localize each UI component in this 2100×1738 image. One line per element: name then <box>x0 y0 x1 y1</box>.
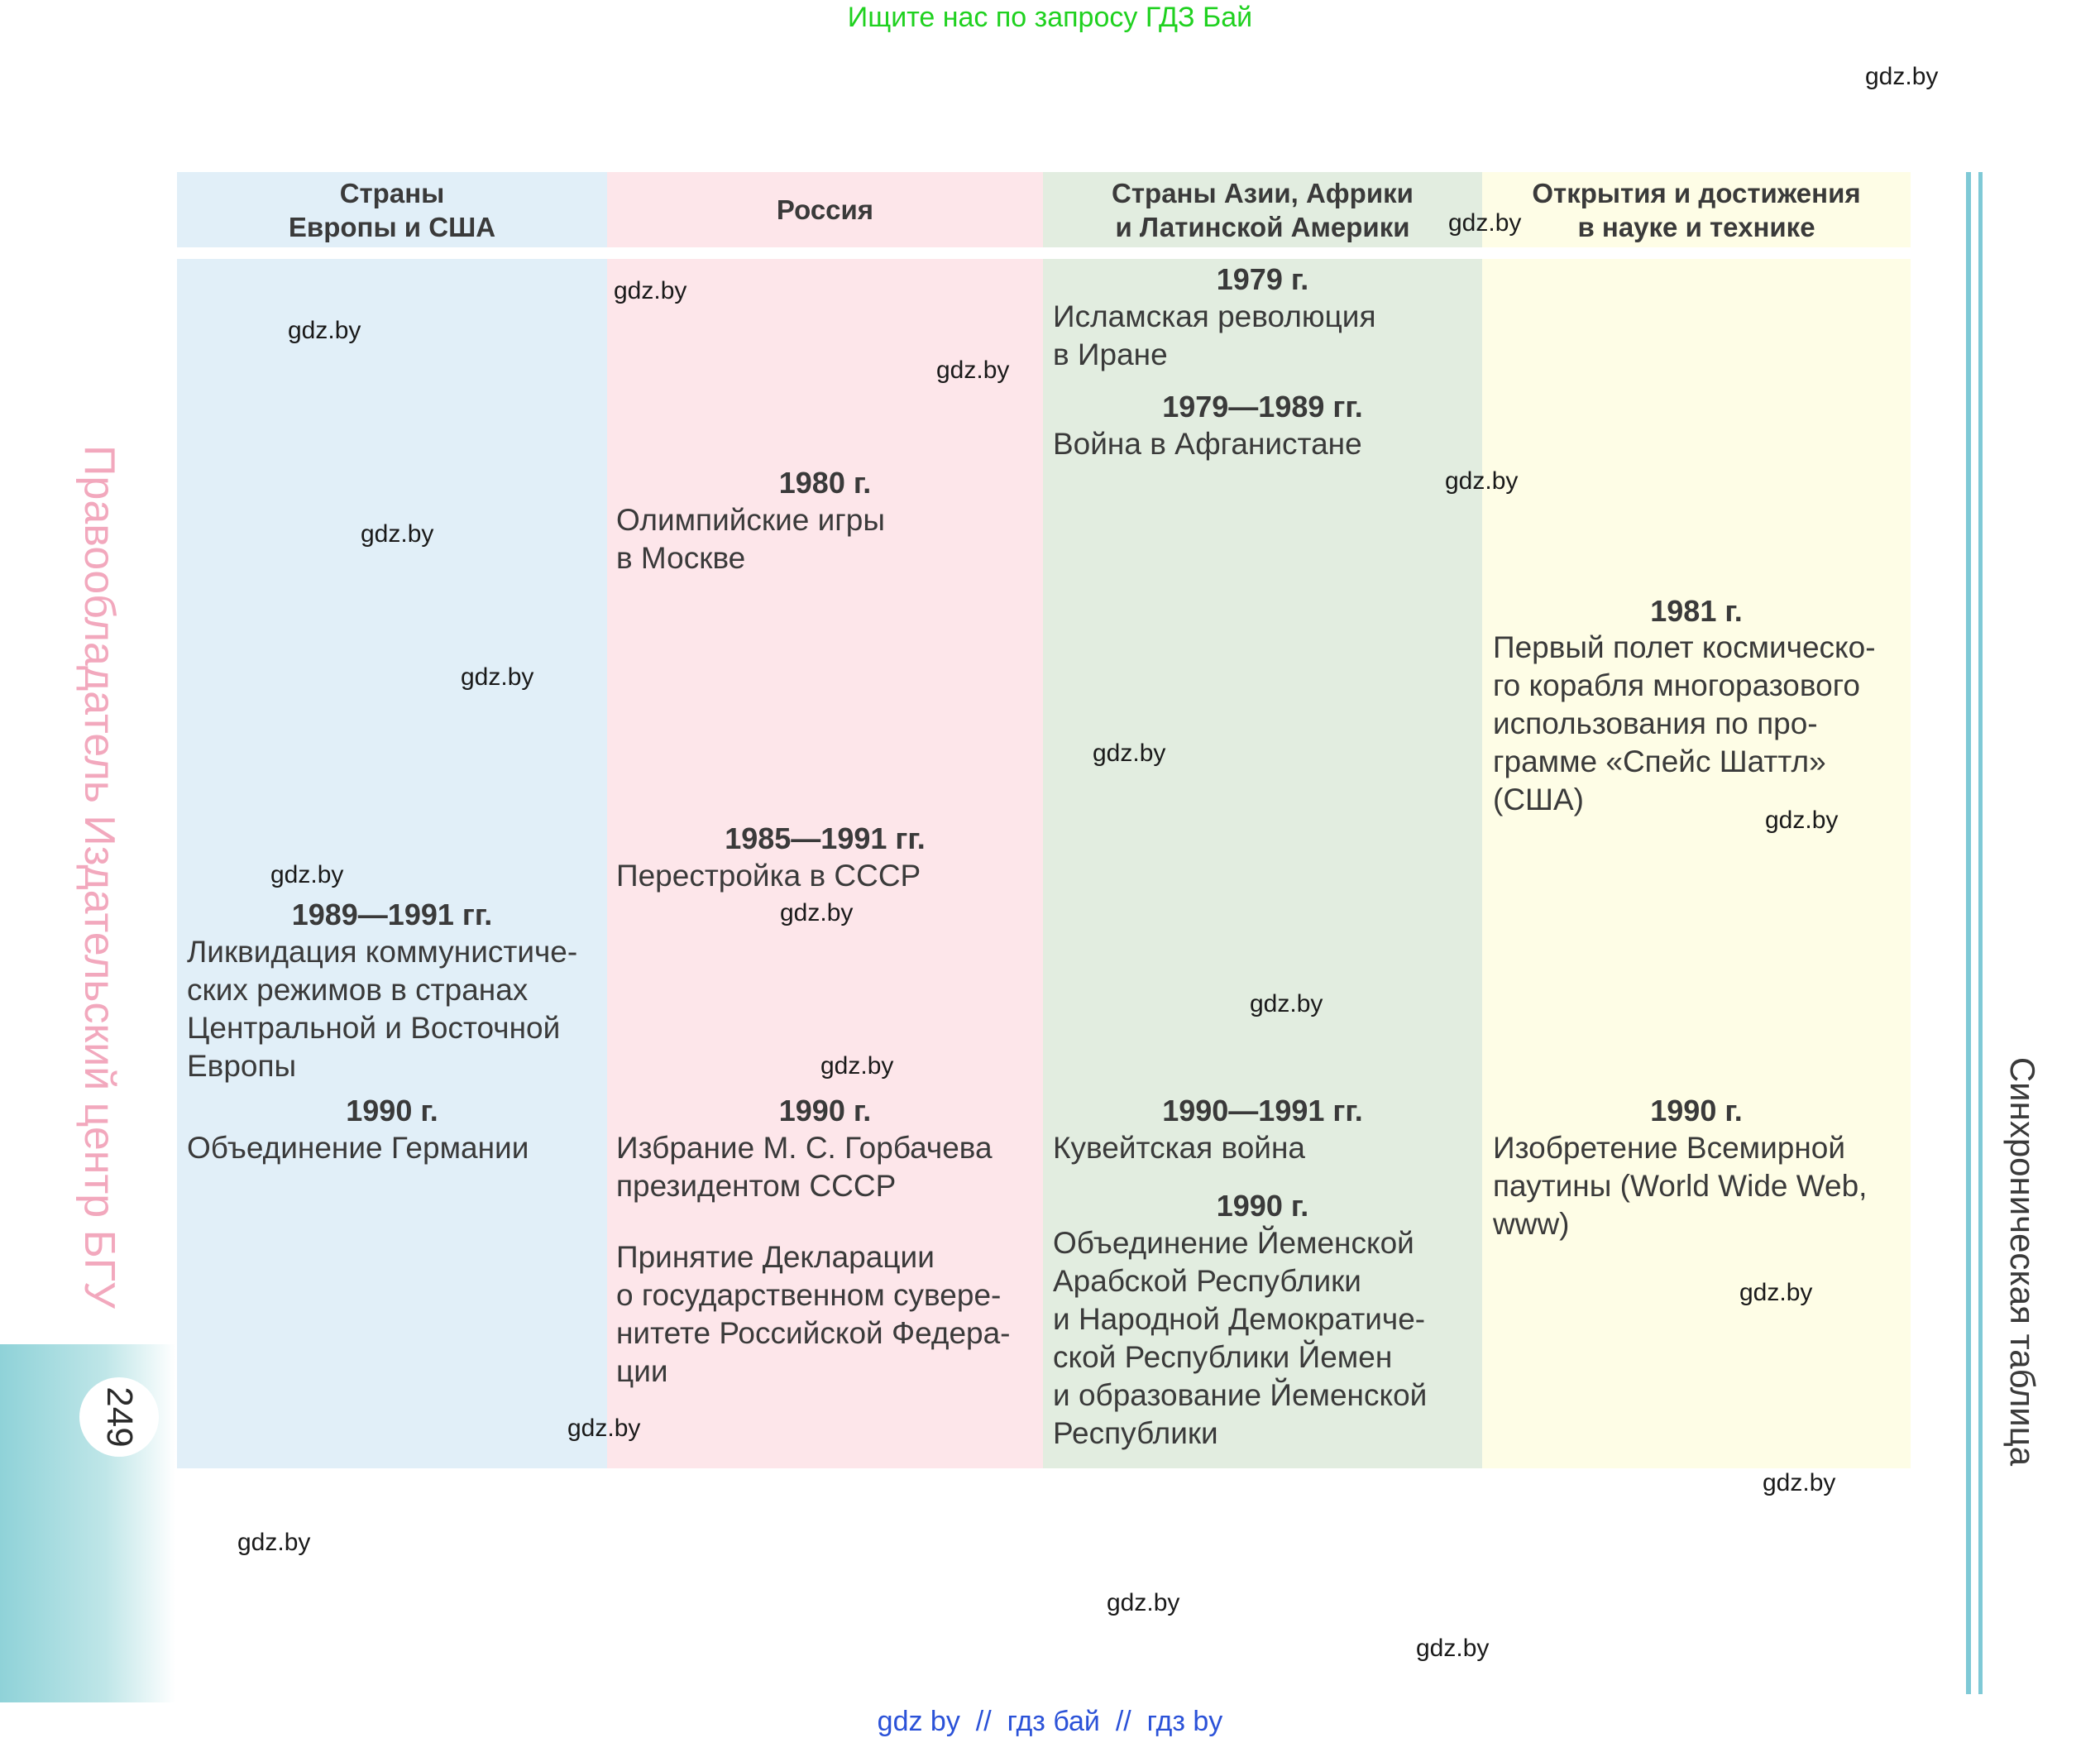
sidebar-line <box>1966 172 1971 1694</box>
event-www-year: 1990 г. <box>1650 1094 1743 1128</box>
page-number: 249 <box>99 1386 140 1448</box>
header-russia: Россия <box>776 194 874 225</box>
event-yemen-year: 1990 г. <box>1216 1189 1309 1223</box>
event-germany-year: 1990 г. <box>346 1094 438 1128</box>
event-afghan-year: 1979—1989 гг. <box>1162 390 1363 424</box>
link-separator: // <box>975 1706 992 1737</box>
watermark: gdz.by <box>780 899 854 926</box>
event-declaration-text: Принятие Декларации о государственном су… <box>616 1240 1011 1388</box>
side-title: Синхроническая таблица <box>2003 1056 2042 1467</box>
event-germany-text: Объединение Германии <box>187 1131 529 1165</box>
watermark: gdz.by <box>1093 740 1166 767</box>
watermark: gdz.by <box>1763 1469 1836 1496</box>
link-separator: // <box>1115 1706 1131 1737</box>
column-science <box>1482 172 1911 1468</box>
watermark: gdz.by <box>461 663 534 691</box>
watermark: gdz.by <box>288 317 361 344</box>
header-asia-africa-latam: Страны Азии, Африки и Латинской Америки <box>1112 177 1414 242</box>
column-russia <box>607 172 1043 1468</box>
event-yemen-text: Объединение Йеменской Арабской Республик… <box>1053 1226 1428 1450</box>
event-perestroika-text: Перестройка в СССР <box>616 859 921 893</box>
watermark: gdz.by <box>820 1052 894 1080</box>
watermark: gdz.by <box>1865 63 1939 90</box>
event-olympics-year: 1980 г. <box>778 466 872 500</box>
watermark: gdz.by <box>1448 209 1522 237</box>
watermark: gdz.by <box>237 1529 311 1556</box>
watermark: gdz.by <box>1250 990 1323 1017</box>
event-afghan-text: Война в Афганистане <box>1053 427 1362 461</box>
watermark: gdz.by <box>567 1415 641 1442</box>
event-perestroika-year: 1985—1991 гг. <box>725 821 926 855</box>
event-iran-text: Исламская революция в Иране <box>1053 299 1376 371</box>
header-europe-usa: Страны Европы и США <box>288 177 496 242</box>
event-liquidation-text: Ликвидация коммунистиче- ских режимов в … <box>187 935 578 1083</box>
watermark: gdz.by <box>936 357 1010 384</box>
event-shuttle-text: Первый полет космическо- го корабля мног… <box>1493 630 1876 816</box>
watermark: gdz.by <box>361 520 434 548</box>
page-number-circle <box>79 1377 159 1457</box>
header-separator <box>177 247 1911 259</box>
watermark: gdz.by <box>1765 807 1839 834</box>
rights-holder: Правообладатель Издательский центр БГУ <box>75 445 123 1309</box>
link-gdz-by[interactable]: gdz by <box>877 1706 960 1737</box>
link-gdz-by-cyr[interactable]: гдз by <box>1146 1706 1223 1737</box>
event-www-text: Изобретение Всемирной паутины (World Wid… <box>1493 1131 1868 1241</box>
watermark: gdz.by <box>1416 1635 1490 1662</box>
column-europe-usa <box>177 172 607 1468</box>
watermark: gdz.by <box>1445 467 1519 495</box>
event-gorbachev-text: Избрание М. С. Горбачева президентом СССР <box>616 1131 993 1203</box>
event-olympics-text: Олимпийские игры в Москве <box>616 503 885 575</box>
watermark: gdz.by <box>1107 1589 1180 1616</box>
header-science: Открытия и достижения в науке и технике <box>1532 177 1861 242</box>
bottom-links: gdz by // гдз бай // гдз by <box>0 1706 2100 1738</box>
watermark: gdz.by <box>614 277 687 304</box>
event-gorbachev-year: 1990 г. <box>778 1094 872 1128</box>
link-gdz-bai[interactable]: гдз бай <box>1007 1706 1100 1737</box>
event-kuwait-year: 1990—1991 гг. <box>1162 1094 1363 1128</box>
column-asia-africa-latam <box>1043 172 1482 1468</box>
watermark: gdz.by <box>270 861 344 888</box>
watermark: gdz.by <box>1739 1279 1813 1306</box>
event-shuttle-year: 1981 г. <box>1650 594 1743 628</box>
sidebar-line-secondary <box>1978 172 1983 1694</box>
event-kuwait-text: Кувейтская война <box>1053 1131 1305 1165</box>
event-iran-year: 1979 г. <box>1216 262 1309 296</box>
top-banner: Ищите нас по запросу ГДЗ Бай <box>847 2 1253 33</box>
event-liquidation-year: 1989—1991 гг. <box>291 898 493 931</box>
